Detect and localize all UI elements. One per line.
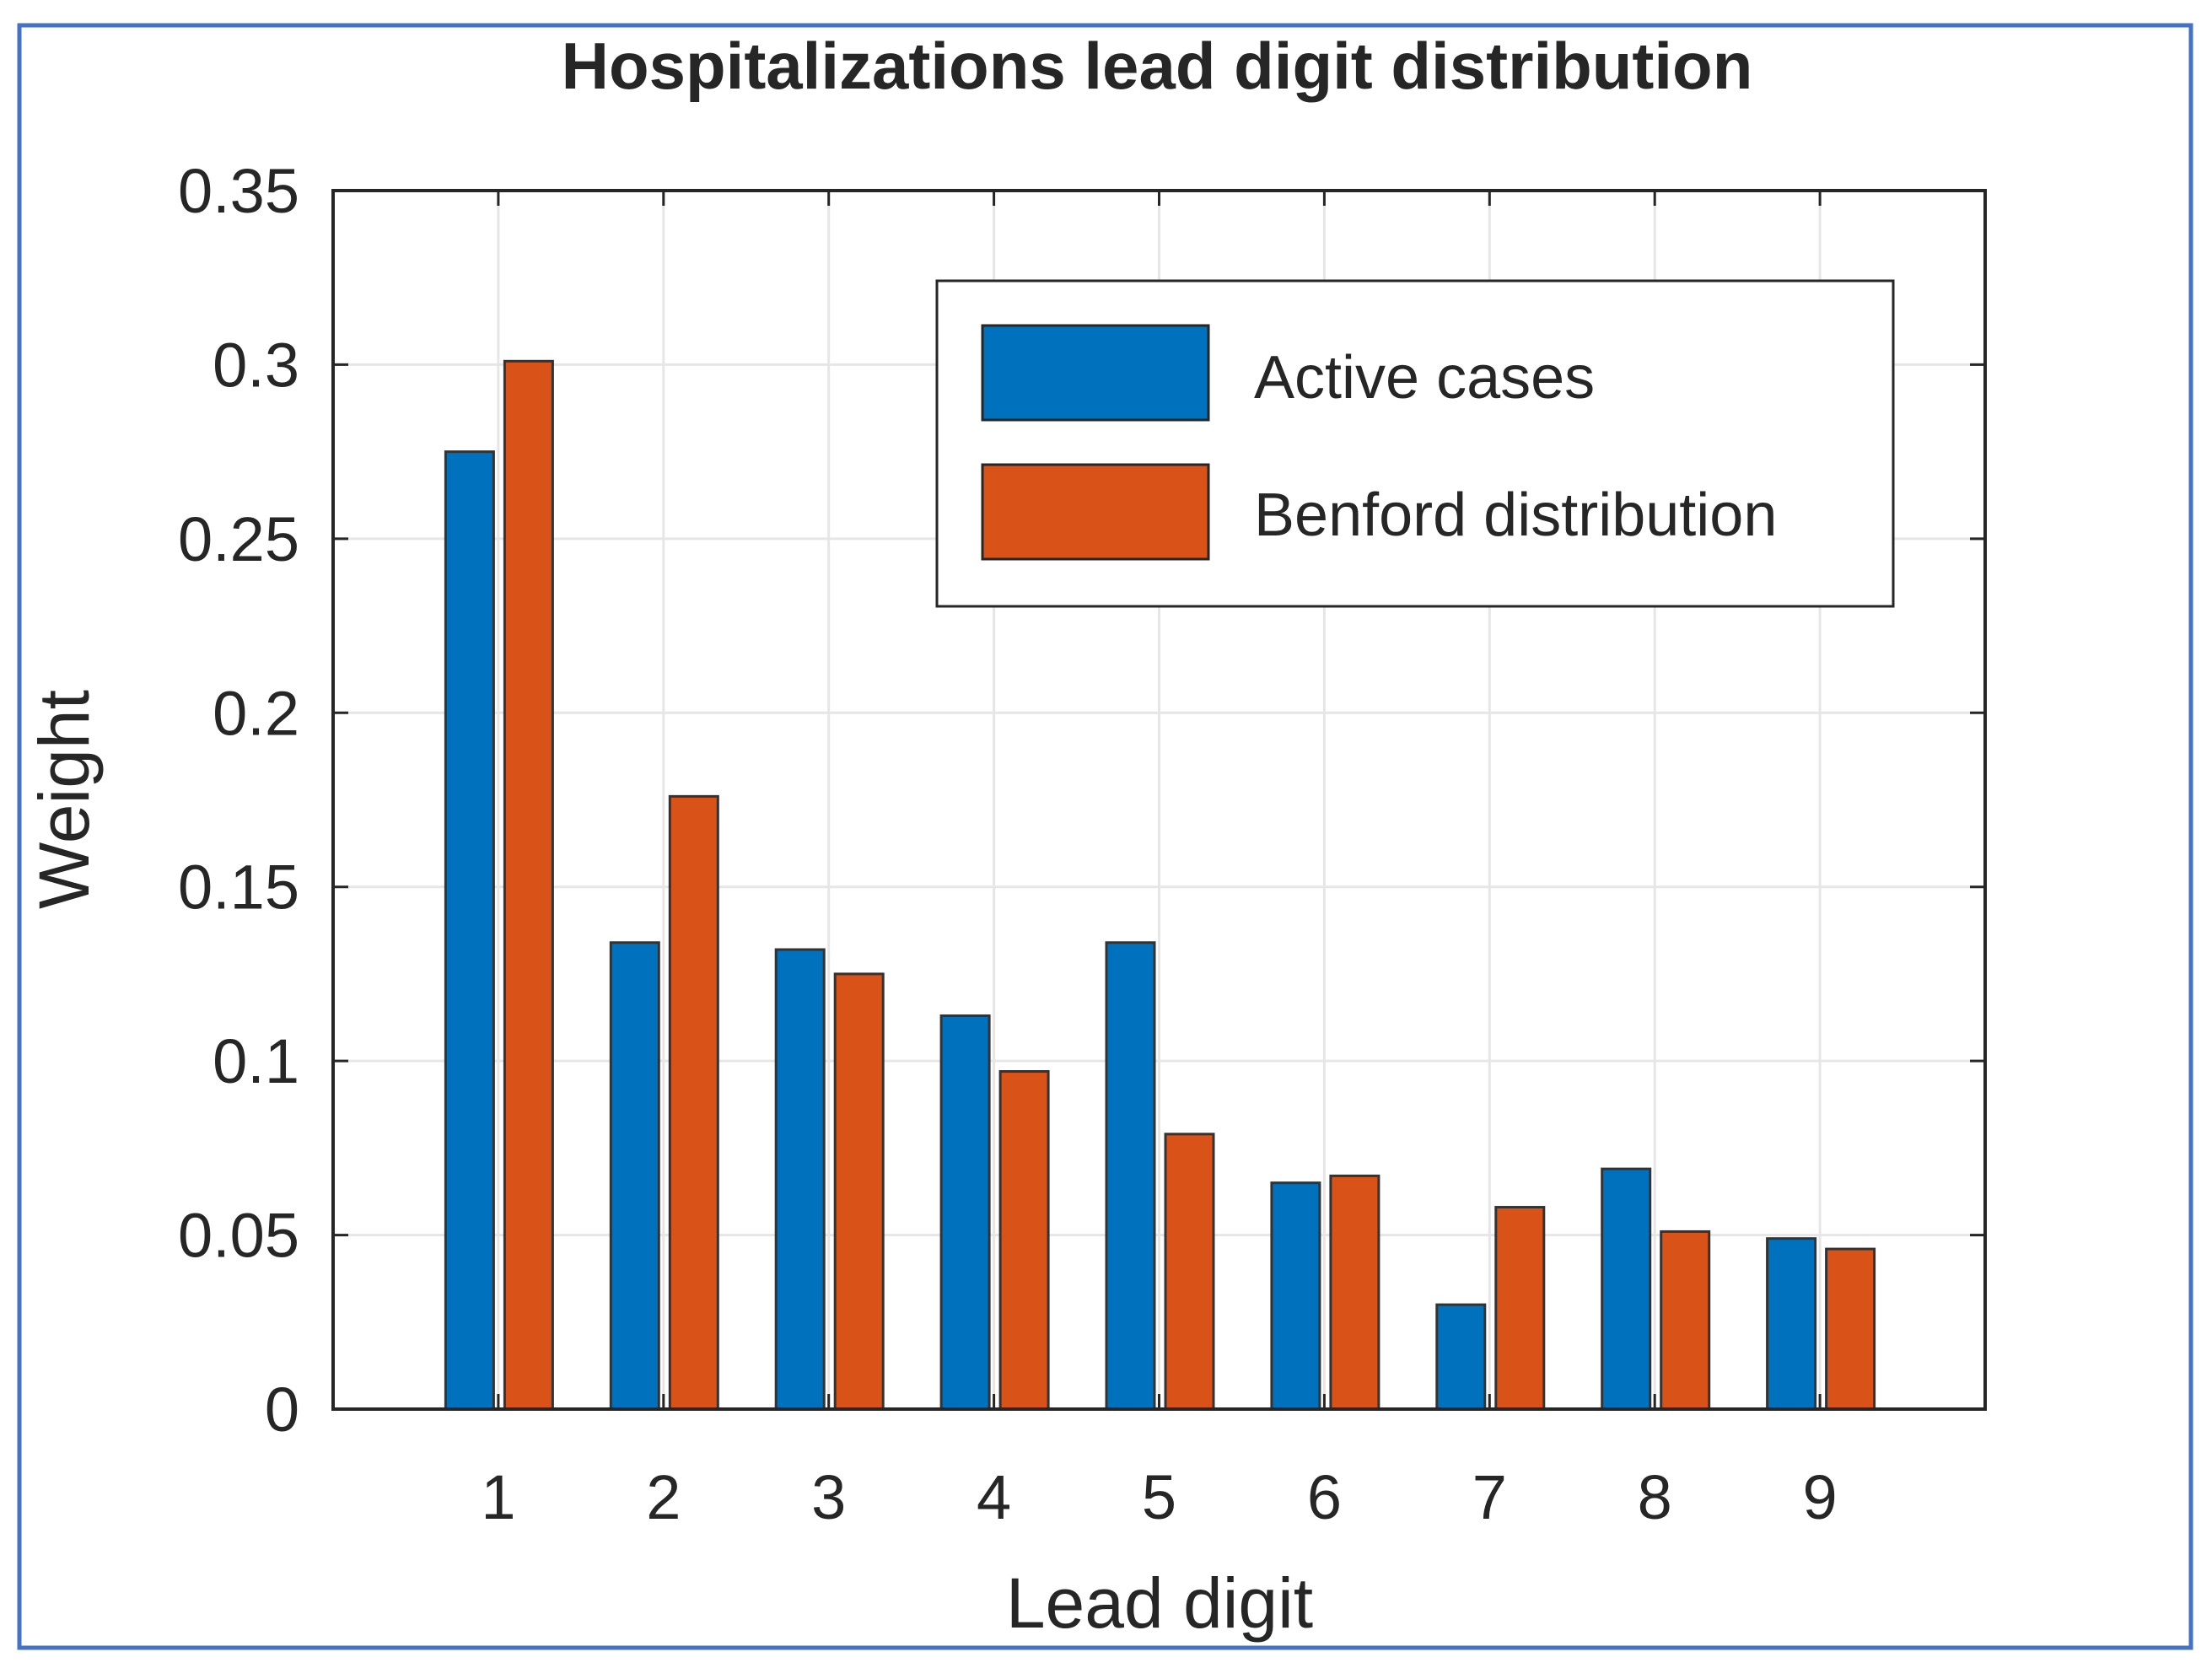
x-tick-label: 5 <box>1142 1462 1176 1532</box>
y-tick-label: 0 <box>265 1375 299 1445</box>
y-tick-label: 0.2 <box>213 678 299 748</box>
bar-benford-8 <box>1660 1229 1711 1411</box>
y-tick-label: 0.25 <box>178 504 299 574</box>
x-tick-label: 2 <box>646 1462 681 1532</box>
bar-benford-5 <box>1164 1133 1215 1411</box>
bar-active-cases-5 <box>1105 941 1156 1411</box>
bar-active-cases-6 <box>1270 1181 1321 1411</box>
y-tick-label: 0.35 <box>178 156 299 226</box>
legend-swatch-benford <box>981 463 1210 561</box>
bar-active-cases-2 <box>609 941 660 1411</box>
x-tick-label: 6 <box>1307 1462 1342 1532</box>
bar-benford-3 <box>833 972 885 1411</box>
bar-active-cases-7 <box>1435 1303 1487 1411</box>
y-axis-label: Weight <box>24 690 104 909</box>
bars <box>444 359 1876 1411</box>
bar-benford-2 <box>668 794 719 1411</box>
bar-active-cases-1 <box>444 450 495 1411</box>
legend-label-active-cases: Active cases <box>1254 344 1595 412</box>
y-tick-label: 0.05 <box>178 1201 299 1271</box>
bar-benford-4 <box>998 1070 1050 1411</box>
y-tick-label: 0.3 <box>213 330 299 400</box>
plot-box <box>331 189 1987 1411</box>
x-tick-label: 3 <box>811 1462 846 1532</box>
bar-benford-1 <box>503 359 554 1411</box>
x-tick-label: 9 <box>1803 1462 1838 1532</box>
bar-active-cases-9 <box>1766 1237 1817 1411</box>
bar-active-cases-3 <box>774 948 826 1411</box>
bar-active-cases-8 <box>1601 1167 1652 1411</box>
bar-benford-9 <box>1825 1247 1876 1411</box>
legend-swatch-active-cases <box>981 324 1210 422</box>
y-tick-label: 0.15 <box>178 853 299 923</box>
bar-benford-7 <box>1494 1206 1546 1411</box>
x-tick-labels: 1 2 3 4 5 6 7 8 9 <box>481 1462 1837 1532</box>
y-tick-labels: 0 0.05 0.1 0.15 0.2 0.25 0.3 0.35 <box>178 156 299 1445</box>
chart-title: Hospitalizations lead digit distribution <box>562 29 1753 103</box>
x-tick-label: 4 <box>977 1462 1011 1532</box>
legend: Active cases Benford distribution <box>935 279 1895 608</box>
legend-label-benford: Benford distribution <box>1254 482 1777 549</box>
x-tick-label: 7 <box>1472 1462 1507 1532</box>
bar-active-cases-4 <box>939 1014 991 1411</box>
x-tick-label: 8 <box>1638 1462 1672 1532</box>
x-axis-label: Lead digit <box>1006 1563 1313 1643</box>
x-tick-label: 1 <box>481 1462 515 1532</box>
bar-benford-6 <box>1329 1174 1380 1411</box>
y-tick-label: 0.1 <box>213 1026 299 1096</box>
